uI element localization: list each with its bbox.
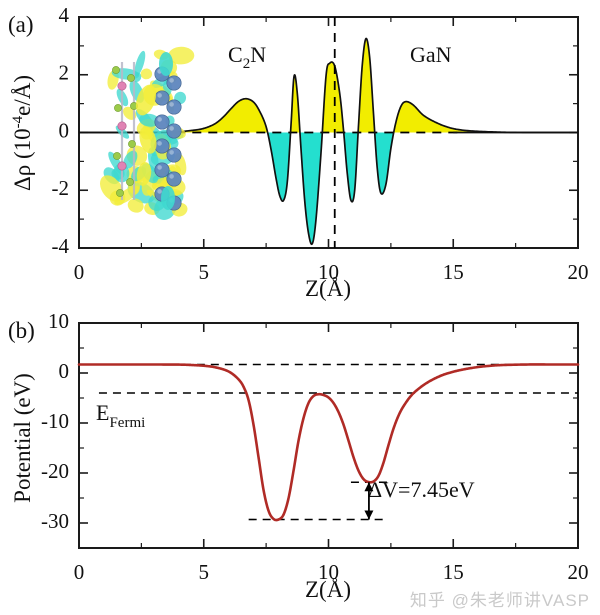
atom-sphere-blue <box>154 114 170 130</box>
isosurface-blob <box>139 113 160 127</box>
x-tick-label: 15 <box>443 260 464 284</box>
atom-sphere-green <box>126 178 134 186</box>
electrostatic-potential-curve <box>77 363 580 522</box>
isosurface-lobe-depletion <box>159 52 173 76</box>
panel-b-plot-area: 0 5 10 15 20 10 0 -10 -20 -30 <box>41 309 589 584</box>
charge-accumulation-fill <box>79 38 578 133</box>
y-tick-label: -20 <box>41 459 69 483</box>
charge-difference-curve <box>78 37 578 246</box>
delta-v-arrow <box>364 482 374 520</box>
y-tick-label: 10 <box>48 309 69 333</box>
y-tick-label: -4 <box>52 234 70 258</box>
isosurface-blob <box>127 198 144 213</box>
atom-sphere-blue <box>166 147 182 163</box>
atom-highlight <box>157 117 162 122</box>
panel-b-ylabel: Potential (eV) <box>10 373 35 503</box>
atom-sphere-pink <box>117 121 127 131</box>
delta-v-label: ΔV=7.45eV <box>368 477 475 502</box>
atom-sphere-blue <box>154 90 170 106</box>
atom-highlight <box>169 78 174 83</box>
ylabel-a-part1: Δρ (10 <box>10 128 35 191</box>
c2n-label: C2N <box>228 42 266 72</box>
atom-highlight <box>169 126 174 131</box>
x-tick-label: 20 <box>568 560 589 584</box>
isosurface-lobe-accumulation <box>135 84 157 116</box>
atom-highlight <box>169 150 174 155</box>
isosurface-lobe-accumulation <box>139 126 157 154</box>
y-tick-label: 0 <box>59 359 70 383</box>
x-tick-label: 5 <box>199 260 210 284</box>
isosurface-lobe-depletion <box>161 186 175 210</box>
panel-b-ylabel-text: Potential (eV) <box>10 373 35 503</box>
isosurface-blob <box>134 50 146 77</box>
atom-sphere-blue <box>166 75 182 91</box>
atom-highlight <box>157 189 162 194</box>
y-tick-label: 4 <box>59 3 70 27</box>
x-tick-label: 15 <box>443 560 464 584</box>
atom-sphere-green <box>114 104 122 112</box>
panel-a-ylabel: Δρ (10-4e/Å) <box>10 75 35 191</box>
atom-sphere-blue <box>166 99 182 115</box>
y-tick-label: -2 <box>52 176 70 200</box>
atom-sphere-green <box>113 152 121 160</box>
ylabel-a-part2: e/Å) <box>10 75 35 116</box>
y-tick-label: -10 <box>41 409 69 433</box>
atom-highlight <box>169 174 174 179</box>
atom-sphere-blue <box>154 162 170 178</box>
atom-sphere-blue <box>166 123 182 139</box>
y-tick-label: 0 <box>59 118 70 142</box>
isosurface-blob <box>140 68 153 80</box>
fermi-label: EFermi <box>96 400 145 431</box>
atom-highlight <box>169 102 174 107</box>
y-tick-label: -30 <box>41 509 69 533</box>
delta-v-arrowhead-up <box>364 482 374 492</box>
svg-text:Δρ (10-4e/Å): Δρ (10-4e/Å) <box>10 75 35 191</box>
atom-sphere-green <box>112 66 120 74</box>
x-tick-label: 0 <box>74 260 85 284</box>
atom-sphere-green <box>127 74 135 82</box>
y-tick-label: 2 <box>59 61 70 85</box>
panel-a-xlabel: Z(Å) <box>305 276 351 301</box>
x-tick-label: 0 <box>74 560 85 584</box>
delta-v-arrowhead-down <box>364 510 374 520</box>
panel-a-label: (a) <box>8 12 34 37</box>
x-tick-label: 10 <box>318 260 339 284</box>
atom-sphere-green <box>116 189 124 197</box>
atom-sphere-green <box>128 140 136 148</box>
atom-sphere-blue <box>166 171 182 187</box>
charge-density-isosurface-inset <box>99 46 195 220</box>
gan-label: GaN <box>410 42 452 67</box>
panel-b-label: (b) <box>8 318 35 343</box>
x-tick-label: 5 <box>199 560 210 584</box>
panel-b-xlabel: Z(Å) <box>305 577 351 602</box>
watermark: 知乎 @朱老师讲VASP <box>409 591 590 610</box>
isosurface-lobe-accumulation <box>136 162 152 186</box>
isosurface-blob <box>168 46 195 65</box>
atom-highlight <box>157 165 162 170</box>
atom-highlight <box>157 141 162 146</box>
x-tick-label: 20 <box>568 260 589 284</box>
atom-sphere-blue <box>154 138 170 154</box>
panel-b: (b) Potential (eV) 0 5 10 15 20100-10-20-30 … <box>8 309 589 602</box>
x-tick-label: 10 <box>318 560 339 584</box>
ylabel-a-exp: -4 <box>10 115 26 128</box>
atom-sphere-pink <box>117 81 127 91</box>
atom-sphere-pink <box>117 161 127 171</box>
atom-highlight <box>157 93 162 98</box>
